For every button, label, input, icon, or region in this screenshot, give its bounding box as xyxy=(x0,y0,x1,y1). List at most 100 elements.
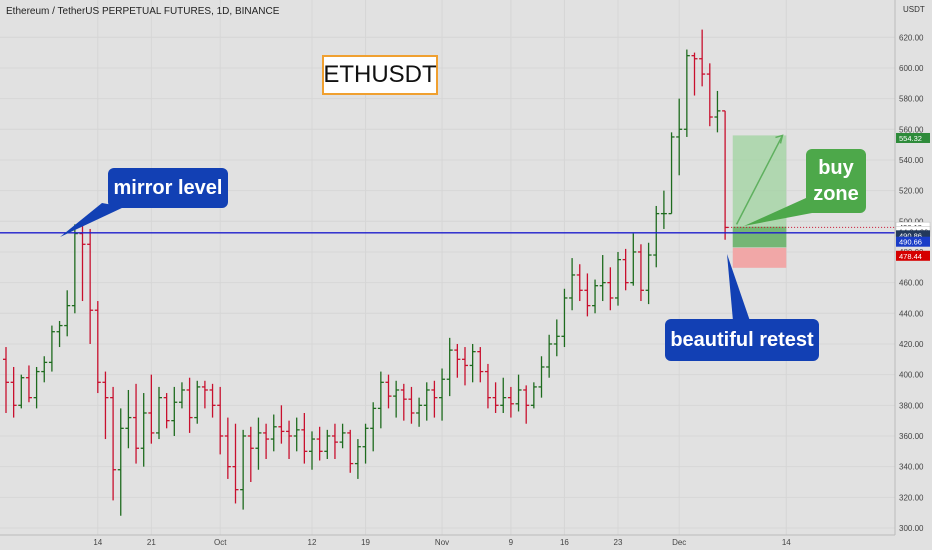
ohlc-bars xyxy=(3,29,729,516)
ohlc-bar xyxy=(484,363,491,409)
ohlc-bar xyxy=(339,423,346,449)
price-tick-label: 620.00 xyxy=(899,33,924,42)
ohlc-bar xyxy=(660,190,667,229)
mirror-callout-pointer xyxy=(60,203,124,237)
buy-zone-callout: buy zone xyxy=(806,149,866,213)
ohlc-bar xyxy=(439,368,446,421)
price-tag-label: 554.32 xyxy=(899,134,922,143)
price-tag-bg xyxy=(896,250,930,261)
ohlc-bar xyxy=(691,52,698,96)
ohlc-bar xyxy=(278,405,285,444)
ohlc-bar xyxy=(592,279,599,314)
ohlc-bar xyxy=(178,382,185,409)
ohlc-bar xyxy=(607,267,614,311)
ohlc-bar xyxy=(224,417,231,479)
ohlc-bar xyxy=(507,386,514,418)
ohlc-bar xyxy=(500,377,507,413)
ohlc-bar xyxy=(515,374,522,412)
ohlc-bar xyxy=(569,258,576,311)
price-tick-label: 500.00 xyxy=(899,217,924,226)
ohlc-bar xyxy=(538,356,545,398)
ohlc-bar xyxy=(133,383,140,464)
time-tick-label: Oct xyxy=(214,538,227,547)
ohlc-bar xyxy=(316,426,323,461)
ohlc-bar xyxy=(194,380,201,424)
time-axis[interactable]: Sep1421Oct1219Nov91623Dec14 xyxy=(0,538,791,547)
ohlc-bar xyxy=(247,426,254,482)
ohlc-bar xyxy=(110,386,117,501)
ohlc-bar xyxy=(546,334,553,378)
ohlc-bar xyxy=(64,290,71,337)
ohlc-bar xyxy=(400,383,407,421)
ohlc-bar xyxy=(186,377,193,433)
price-tick-label: 520.00 xyxy=(899,187,924,196)
ohlc-bar xyxy=(362,423,369,464)
price-tag-label: 490.86 xyxy=(899,231,922,240)
time-tick-label: 9 xyxy=(509,538,514,547)
ohlc-bar xyxy=(462,347,468,386)
ohlc-bar xyxy=(454,343,461,378)
price-tick-label: 320.00 xyxy=(899,493,924,502)
price-tick-label: 580.00 xyxy=(899,95,924,104)
position-box xyxy=(732,135,787,268)
price-tag: 478.44 xyxy=(896,250,930,261)
ohlc-bar xyxy=(599,255,606,302)
ohlc-bar xyxy=(714,90,721,133)
price-tick-label: 420.00 xyxy=(899,340,924,349)
currency-label: USDT xyxy=(903,5,925,14)
ohlc-bar xyxy=(630,233,637,286)
price-tick-label: 600.00 xyxy=(899,64,924,73)
ohlc-bar xyxy=(48,325,55,372)
time-tick-label: 23 xyxy=(614,538,623,547)
chart-overlay xyxy=(0,134,895,321)
target-arrow-line xyxy=(735,135,784,225)
ohlc-bar xyxy=(148,374,155,444)
ohlc-bar xyxy=(309,431,315,470)
chart-title: Ethereum / TetherUS PERPETUAL FUTURES, 1… xyxy=(6,6,280,17)
ohlc-bar xyxy=(431,380,438,418)
price-tick-label: 300.00 xyxy=(899,524,924,533)
price-tag-label: 478.44 xyxy=(899,252,922,261)
ohlc-bar xyxy=(653,205,660,268)
ohlc-bar xyxy=(622,248,629,291)
ohlc-bar xyxy=(263,423,270,459)
price-tick-label: 460.00 xyxy=(899,279,924,288)
ohlc-bar xyxy=(377,371,384,429)
loss-zone xyxy=(732,247,787,268)
mirror-level-callout: mirror level xyxy=(108,168,228,208)
ohlc-bar xyxy=(706,63,713,127)
ohlc-bar xyxy=(446,337,453,397)
ohlc-bar xyxy=(240,429,247,510)
ohlc-bar xyxy=(217,386,224,455)
ohlc-bar xyxy=(477,347,484,383)
ohlc-bar xyxy=(668,132,675,215)
ohlc-bar xyxy=(683,49,690,137)
ohlc-bar xyxy=(286,420,293,459)
ohlc-bar xyxy=(18,374,25,409)
ohlc-bar xyxy=(492,382,499,413)
ohlc-bar xyxy=(301,412,308,464)
ohlc-bar xyxy=(293,417,300,452)
ohlc-bar xyxy=(615,251,621,306)
ohlc-bar xyxy=(393,380,400,418)
ohlc-bar xyxy=(94,301,101,394)
ohlc-bar xyxy=(71,224,78,314)
ohlc-bar xyxy=(117,408,124,516)
time-tick-label: 19 xyxy=(361,538,370,547)
ohlc-bar xyxy=(255,417,262,470)
ohlc-bar xyxy=(423,382,430,421)
ohlc-bar xyxy=(324,429,331,459)
ohlc-bar xyxy=(385,374,392,409)
ohlc-bar xyxy=(553,319,560,357)
ohlc-bar xyxy=(523,385,530,424)
ohlc-bar xyxy=(584,273,591,317)
retest-callout-pointer xyxy=(727,254,750,321)
ohlc-bar xyxy=(33,366,40,409)
ohlc-bar xyxy=(25,365,32,403)
price-tick-label: 400.00 xyxy=(899,371,924,380)
ohlc-bar xyxy=(270,414,277,452)
price-tag: 490.66 xyxy=(896,236,930,247)
ohlc-bar xyxy=(561,288,568,348)
time-tick-label: Nov xyxy=(435,538,449,547)
